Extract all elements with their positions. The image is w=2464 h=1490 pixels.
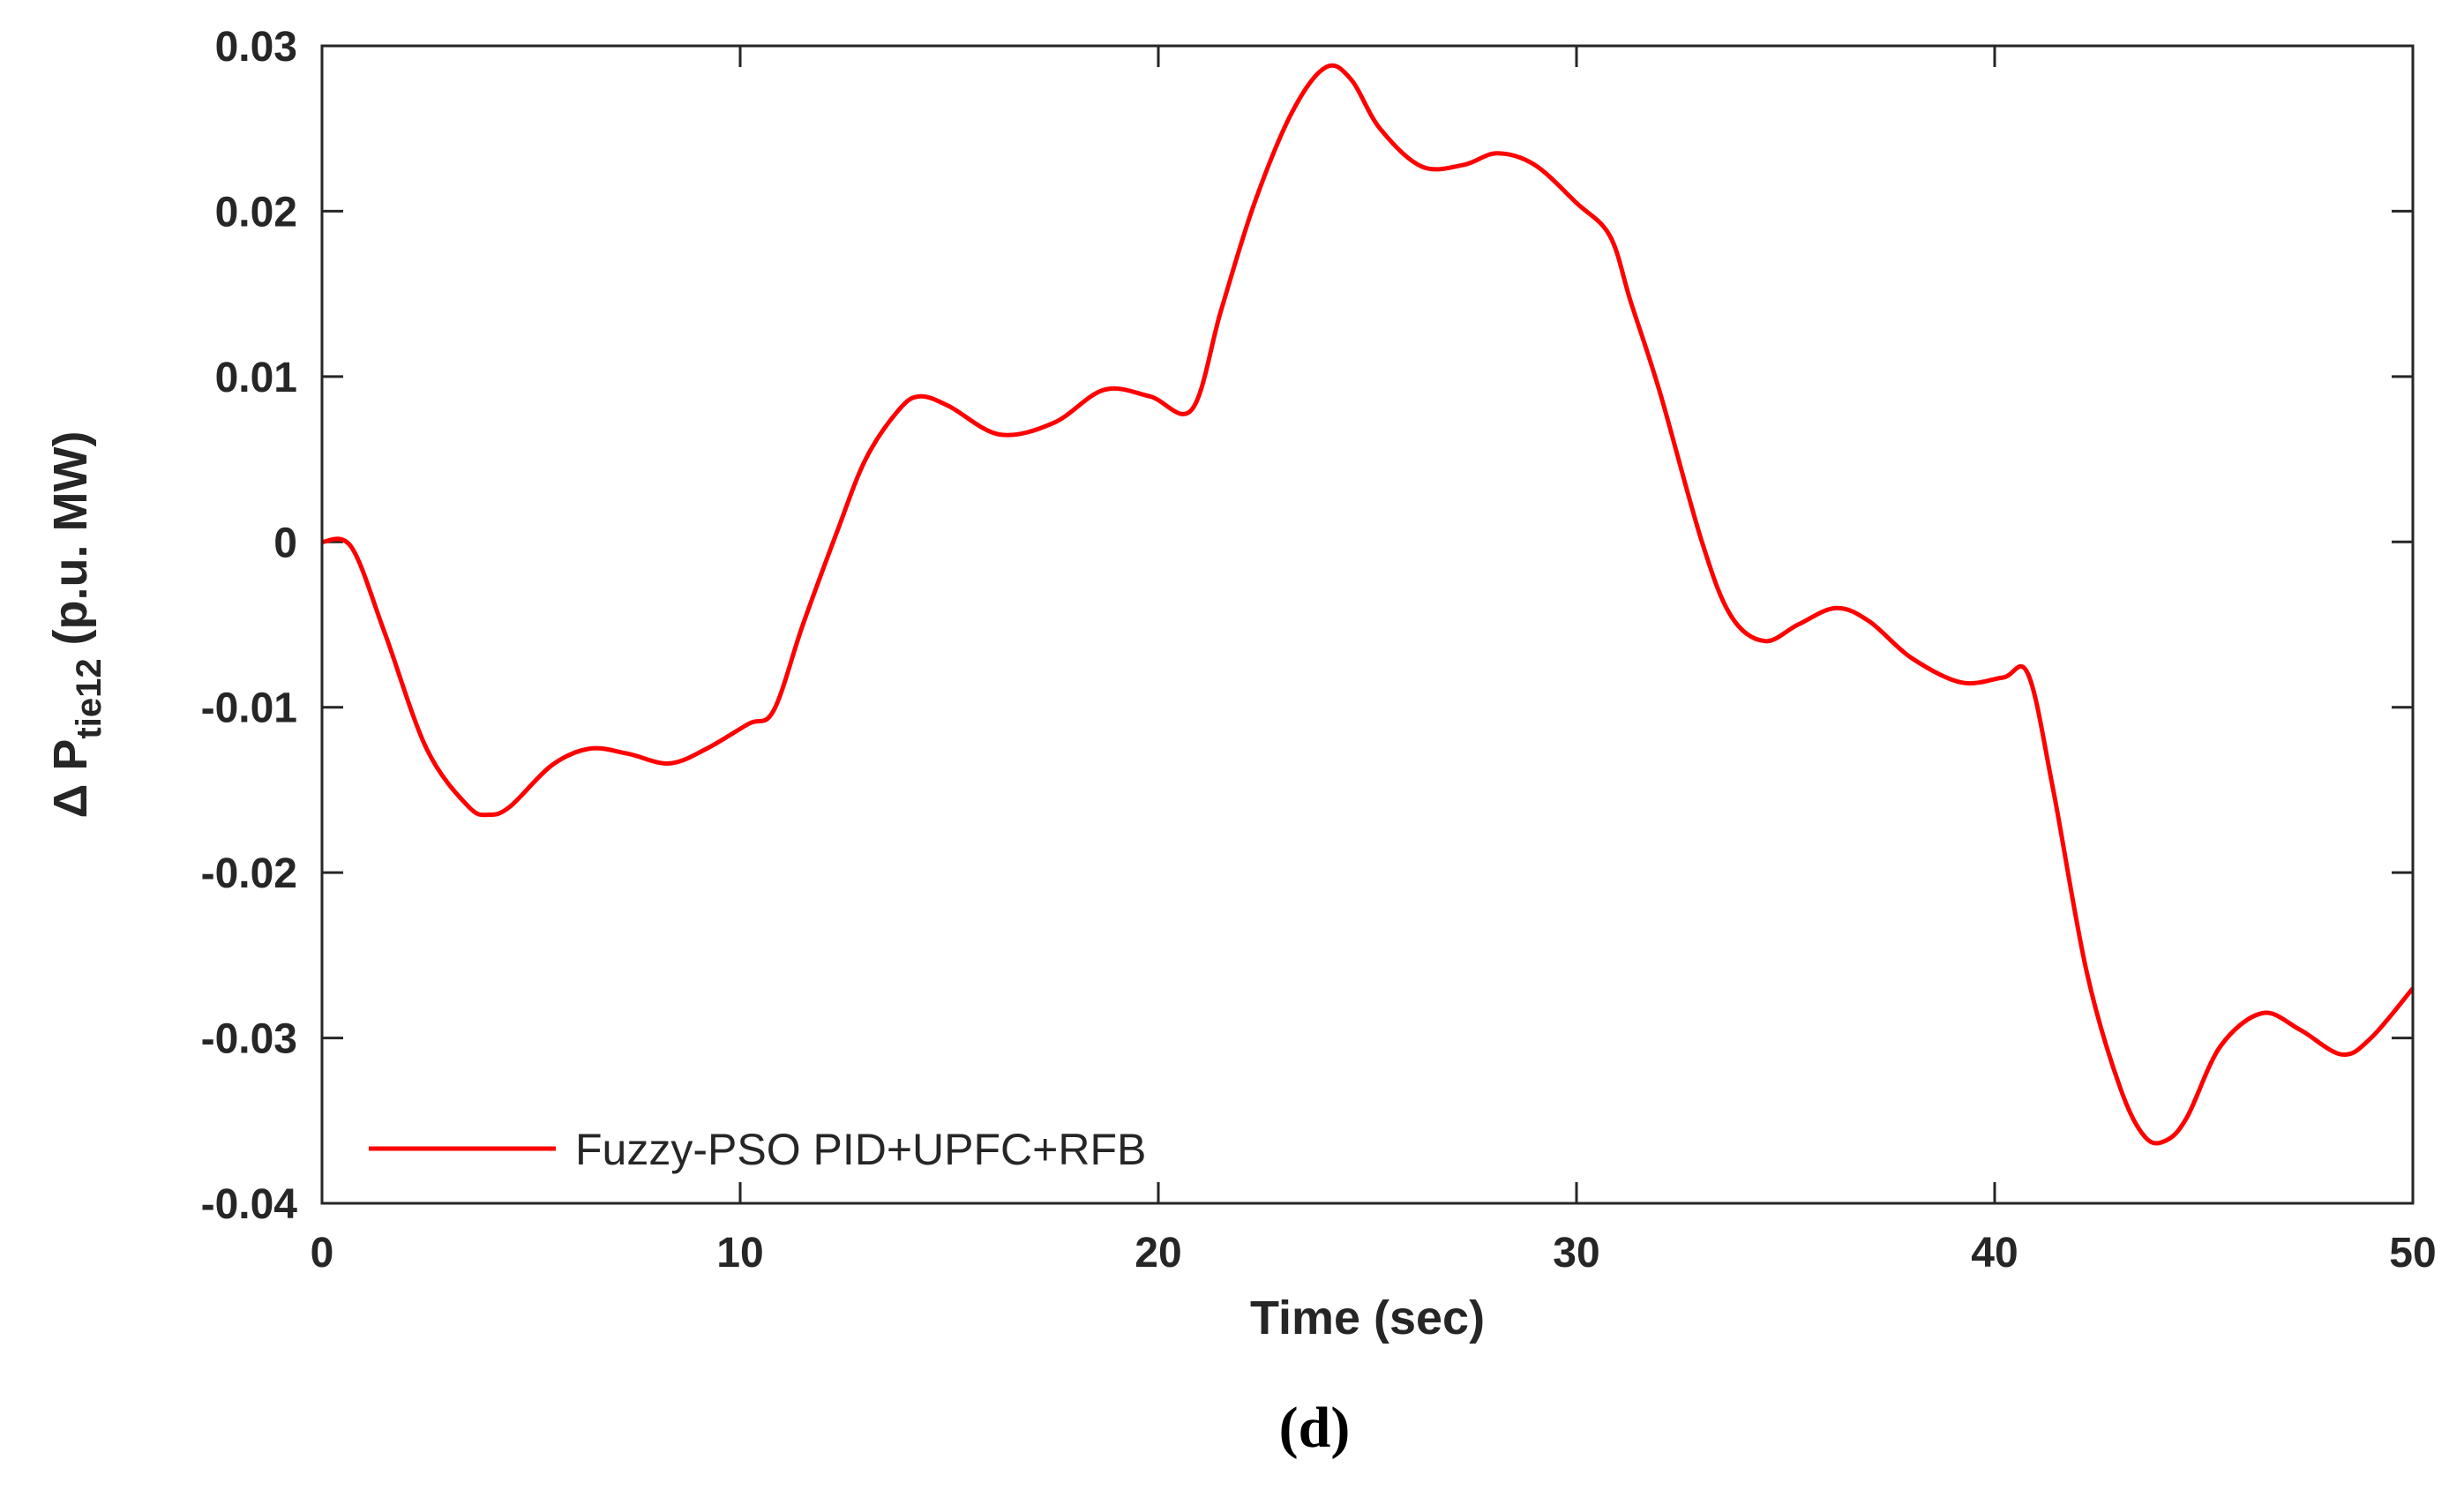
y-tick-label-6: 0.02 <box>215 189 297 236</box>
y-axis-label: Δ Ptie12 (p.u. MW) <box>44 431 109 819</box>
x-tick-label-3: 30 <box>1553 1230 1599 1277</box>
y-tick-label-4: 0 <box>273 520 297 566</box>
x-tick-labels: 0 10 20 30 40 50 <box>311 1230 2437 1277</box>
legend-label: Fuzzy-PSO PID+UPFC+RFB <box>575 1125 1146 1174</box>
y-tick-labels: -0.04 -0.03 -0.02 -0.01 0 0.01 0.02 0.03 <box>201 24 298 1228</box>
y-axis-label-suffix: (p.u. MW) <box>44 431 97 659</box>
legend: Fuzzy-PSO PID+UPFC+RFB <box>369 1125 1146 1174</box>
x-tick-label-5: 50 <box>2389 1230 2436 1277</box>
figure-caption: (d) <box>1279 1396 1351 1460</box>
y-tick-label-7: 0.03 <box>215 24 297 71</box>
plot-frame <box>320 44 2415 1205</box>
series-layer <box>321 63 2415 1146</box>
y-tick-label-5: 0.01 <box>215 355 297 401</box>
x-tick-label-2: 20 <box>1135 1230 1181 1277</box>
y-tick-label-2: -0.02 <box>201 850 297 897</box>
y-axis-label-subscript: tie12 <box>70 658 109 738</box>
x-tick-label-0: 0 <box>311 1230 334 1277</box>
y-tick-label-3: -0.01 <box>201 685 297 732</box>
x-tick-label-4: 40 <box>1971 1230 2018 1277</box>
x-axis-label: Time (sec) <box>1250 1292 1485 1344</box>
y-tick-label-0: -0.04 <box>201 1181 298 1228</box>
y-axis-label-prefix: Δ P <box>44 739 97 819</box>
plot-area <box>322 46 2413 1203</box>
x-tick-label-1: 10 <box>716 1230 763 1277</box>
y-tick-label-1: -0.03 <box>201 1016 297 1063</box>
series-line-0 <box>321 63 2415 1146</box>
